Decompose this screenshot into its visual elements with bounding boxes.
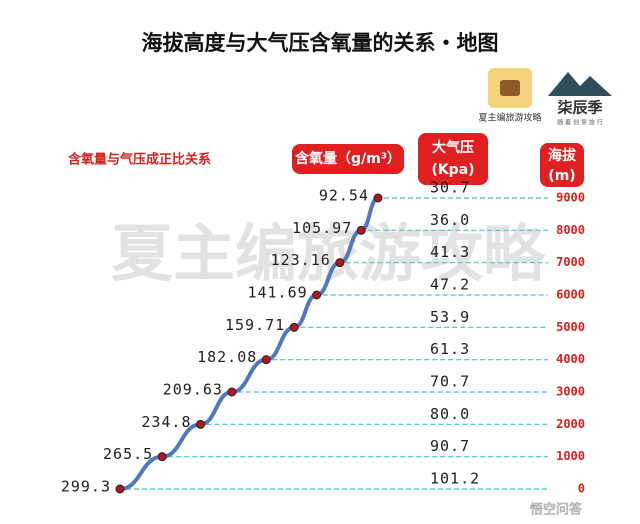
legend-entry: 含氧量（g/m³） [295, 150, 401, 167]
data-label: 299.3 [61, 478, 111, 496]
chart-title: 海拔高度与大气压含氧量的关系・地图 [142, 31, 499, 55]
data-label: 159.71 [225, 316, 285, 334]
pressure-label: 101.2 [430, 470, 480, 488]
logo-subtext: 随 着 创 意 旅 行 [557, 119, 603, 127]
point [312, 290, 322, 300]
y-tick-label: 5000 [556, 320, 585, 334]
pressure-label: 30.7 [430, 179, 470, 197]
data-label: 265.5 [103, 445, 153, 463]
logo-icon [500, 80, 520, 96]
line [118, 196, 380, 491]
pressure-label: 61.3 [430, 340, 470, 358]
pressure-label: 47.2 [430, 276, 470, 294]
point [335, 258, 345, 268]
pressure-label: 90.7 [430, 437, 470, 455]
axis-title: 海拔 [548, 147, 577, 164]
pressure-label: 80.0 [430, 405, 470, 423]
data-label: 92.54 [319, 187, 369, 205]
y-tick-label: 7000 [556, 255, 585, 269]
data-label: 182.08 [197, 348, 257, 366]
y-tick-label: 3000 [556, 385, 585, 399]
data-label: 209.63 [163, 381, 223, 399]
y-tick-label: 8000 [556, 223, 585, 237]
pressure-label: 36.0 [430, 211, 470, 229]
logo-right: 柒辰季 随 着 创 意 旅 行 [548, 72, 612, 127]
point [289, 322, 299, 332]
logo-icon [548, 72, 612, 96]
point [195, 419, 205, 429]
logo-left: 夏主编旅游攻略 [478, 68, 542, 124]
header-box [418, 133, 488, 185]
point [356, 225, 366, 235]
logo-text: 夏主编旅游攻略 [478, 112, 541, 124]
annotation: 含氧量与气压成正比关系 [67, 152, 211, 168]
point [115, 484, 125, 494]
data-label: 234.8 [141, 413, 191, 431]
legend-unit: (Kpa) [431, 162, 474, 178]
y-tick-label: 0 [578, 482, 585, 496]
axis-unit: (m) [548, 168, 575, 184]
header-box [292, 144, 404, 174]
point [373, 193, 383, 203]
pressure-label: 53.9 [430, 308, 470, 326]
y-tick-label: 4000 [556, 352, 585, 366]
point [157, 452, 167, 462]
logo-text: 柒辰季 [557, 99, 602, 117]
y-tick-label: 9000 [556, 191, 585, 205]
pressure-label: 70.7 [430, 373, 470, 391]
legend-entry: 大气压 [432, 139, 474, 156]
data-label: 141.69 [247, 284, 307, 302]
point [261, 355, 271, 365]
data-label: 123.16 [271, 251, 331, 269]
plot: 0 1000 2000 3000 4000 5000 6000 7000 8000 9000 299… [61, 179, 585, 496]
y-tick-label: 2000 [556, 417, 585, 431]
y-tick-label: 6000 [556, 288, 585, 302]
corner-logo: 悟空问答 [530, 502, 582, 518]
pressure-label: 41.3 [430, 243, 470, 261]
point [227, 387, 237, 397]
header-box [540, 143, 584, 187]
y-tick-label: 1000 [556, 449, 585, 463]
data-label: 105.97 [292, 219, 352, 237]
